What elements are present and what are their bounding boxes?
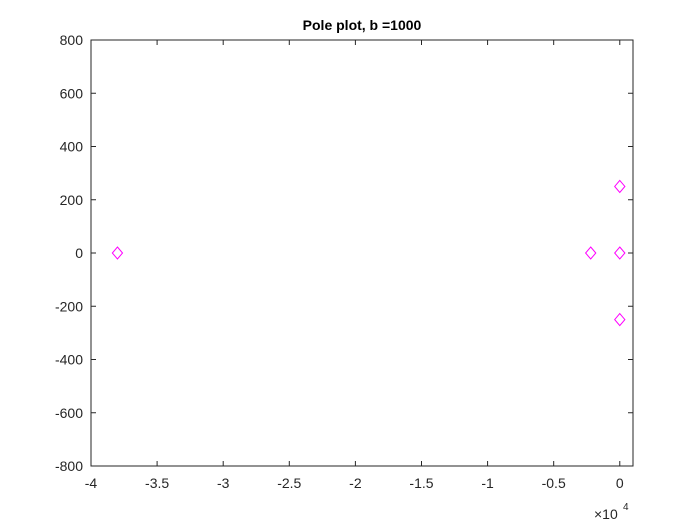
y-tick-label: -400	[55, 352, 83, 368]
x-axis-exponent-label: ×10 4	[594, 502, 629, 522]
pole-marker	[614, 246, 626, 260]
x-tick-label: -3.5	[145, 475, 169, 491]
x-tick-label: -0.5	[542, 475, 566, 491]
axes-box	[90, 39, 634, 467]
x-tick-label: -4	[85, 475, 98, 491]
x-tick-label: -2.5	[277, 475, 301, 491]
x-exponent-power: 4	[623, 502, 629, 513]
y-tick-label: -600	[55, 405, 83, 421]
y-tick-label: -800	[55, 458, 83, 474]
x-tick-label: -3	[217, 475, 230, 491]
plot-area: -4 -3.5 -3 -2.5 -2 -1.5 -1 -0.5 0 -800 -600 -400 -20…	[55, 32, 634, 491]
y-tick-label: 800	[60, 32, 84, 48]
y-tick-label: 400	[60, 139, 84, 155]
y-tick-label: 200	[60, 192, 84, 208]
y-tick-label: -200	[55, 298, 83, 314]
pole-marker	[614, 179, 626, 194]
y-tick-label: 600	[60, 85, 84, 101]
pole-marker	[111, 246, 124, 260]
pole-marker	[584, 246, 597, 260]
x-tick-label: -1	[481, 475, 494, 491]
x-tick-label: -1.5	[409, 475, 433, 491]
x-tick-label: 0	[616, 475, 624, 491]
pole-marker	[614, 312, 626, 327]
y-tick-label: 0	[75, 245, 83, 261]
x-tick-label: -2	[349, 475, 362, 491]
chart-title: Pole plot, b =1000	[303, 17, 422, 33]
x-exponent-base: ×10	[594, 506, 618, 522]
